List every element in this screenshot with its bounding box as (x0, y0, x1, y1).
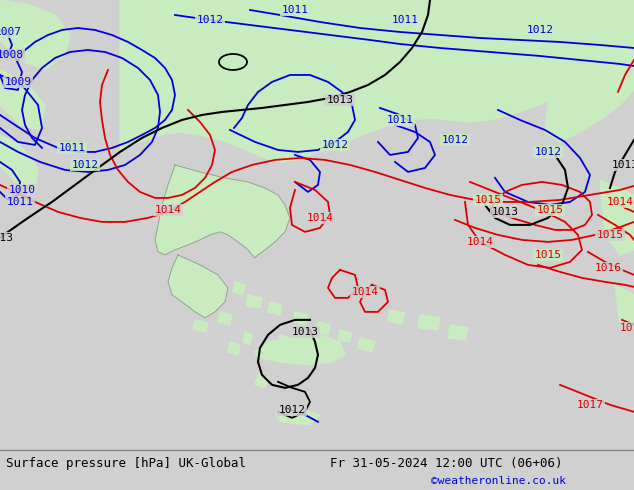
Polygon shape (246, 295, 262, 308)
Text: 1013: 1013 (0, 233, 13, 243)
Polygon shape (228, 342, 240, 355)
Polygon shape (233, 282, 245, 295)
Text: 1014: 1014 (306, 213, 333, 223)
Text: 1012: 1012 (526, 25, 553, 35)
Polygon shape (255, 375, 268, 388)
Polygon shape (168, 255, 228, 318)
Text: 1013: 1013 (327, 95, 354, 105)
Polygon shape (243, 332, 252, 345)
Text: 1014: 1014 (607, 197, 633, 207)
Polygon shape (155, 165, 290, 258)
Text: 1014: 1014 (467, 237, 493, 247)
Text: 1013: 1013 (491, 207, 519, 217)
Polygon shape (0, 135, 38, 190)
Text: Fr 31-05-2024 12:00 UTC (06+06): Fr 31-05-2024 12:00 UTC (06+06) (330, 457, 562, 469)
Text: 1012: 1012 (72, 160, 98, 170)
Text: 101: 101 (620, 323, 634, 333)
Text: 1011: 1011 (58, 143, 86, 153)
Text: 1007: 1007 (0, 27, 22, 37)
Text: 1012: 1012 (534, 147, 562, 157)
Text: 1017: 1017 (576, 400, 604, 410)
Text: 1014: 1014 (155, 205, 181, 215)
Text: 1012: 1012 (321, 140, 349, 150)
Text: ©weatheronline.co.uk: ©weatheronline.co.uk (431, 476, 566, 486)
Polygon shape (358, 338, 375, 352)
Polygon shape (316, 322, 330, 335)
Polygon shape (338, 330, 352, 342)
Text: 1015: 1015 (597, 230, 623, 240)
Polygon shape (615, 285, 634, 330)
Text: 1012: 1012 (197, 15, 224, 25)
Polygon shape (120, 0, 634, 162)
Text: 1012: 1012 (441, 135, 469, 145)
Text: 1012: 1012 (278, 405, 306, 415)
Polygon shape (600, 180, 634, 255)
Text: 1013: 1013 (612, 160, 634, 170)
Polygon shape (275, 408, 320, 425)
Text: 1014: 1014 (351, 287, 378, 297)
Text: Surface pressure [hPa] UK-Global: Surface pressure [hPa] UK-Global (6, 457, 247, 469)
Text: 1009: 1009 (4, 77, 32, 87)
Polygon shape (278, 335, 290, 348)
Text: 1015: 1015 (474, 195, 501, 205)
Polygon shape (448, 325, 468, 340)
Text: 1015: 1015 (534, 250, 562, 260)
Polygon shape (545, 0, 634, 142)
Polygon shape (255, 335, 345, 365)
Polygon shape (218, 312, 232, 325)
Text: 1010: 1010 (8, 185, 36, 195)
Polygon shape (193, 320, 208, 332)
Polygon shape (0, 0, 70, 70)
Text: 1011: 1011 (387, 115, 413, 125)
Text: 1011: 1011 (281, 5, 309, 15)
Polygon shape (388, 310, 405, 324)
Polygon shape (268, 302, 282, 315)
Text: 1011: 1011 (6, 197, 34, 207)
Polygon shape (0, 70, 45, 130)
Text: 1015: 1015 (536, 205, 564, 215)
Text: 1011: 1011 (392, 15, 418, 25)
Polygon shape (418, 315, 440, 330)
Text: 1008: 1008 (0, 50, 23, 60)
Polygon shape (293, 312, 308, 325)
Text: 1013: 1013 (292, 327, 318, 337)
Text: 1016: 1016 (595, 263, 621, 273)
